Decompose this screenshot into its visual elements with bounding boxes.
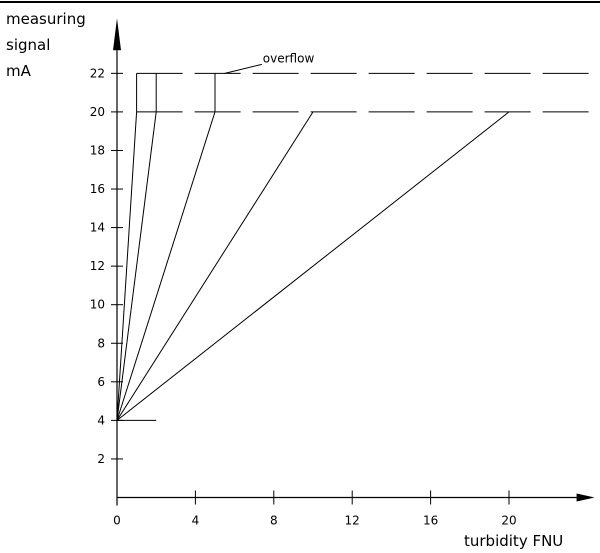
x-tick-label: 0 bbox=[113, 514, 121, 528]
x-tick-label: 20 bbox=[501, 514, 516, 528]
y-axis-label-line-1: measuring bbox=[6, 10, 86, 28]
x-tick-label: 16 bbox=[423, 514, 438, 528]
y-tick-label: 6 bbox=[97, 375, 105, 389]
y-axis-label-line-3: mA bbox=[6, 62, 32, 80]
y-tick-label: 22 bbox=[90, 66, 105, 80]
series-line bbox=[116, 111, 510, 421]
series-line bbox=[116, 111, 157, 421]
y-tick-label: 10 bbox=[90, 298, 105, 312]
annotation-label: overflow bbox=[263, 51, 315, 65]
y-axis-arrow bbox=[113, 18, 121, 51]
y-tick-label: 4 bbox=[97, 413, 105, 427]
y-tick-label: 20 bbox=[90, 105, 105, 119]
y-axis-label-line-2: signal bbox=[6, 36, 50, 54]
x-axis-arrow bbox=[576, 493, 595, 502]
annotation-leader-line bbox=[224, 63, 262, 74]
series-line bbox=[116, 111, 216, 421]
series-line bbox=[116, 111, 138, 421]
x-tick-label: 4 bbox=[192, 514, 200, 528]
y-tick-label: 16 bbox=[90, 182, 105, 196]
x-tick-label: 8 bbox=[270, 514, 278, 528]
y-tick-label: 18 bbox=[90, 143, 105, 157]
series-line bbox=[116, 111, 314, 421]
y-tick-label: 2 bbox=[97, 452, 105, 466]
x-axis-label: turbidity FNU bbox=[464, 532, 563, 550]
y-tick-label: 12 bbox=[90, 259, 105, 273]
x-tick-label: 12 bbox=[345, 514, 360, 528]
y-tick-label: 14 bbox=[90, 221, 105, 235]
y-tick-label: 8 bbox=[97, 336, 105, 350]
